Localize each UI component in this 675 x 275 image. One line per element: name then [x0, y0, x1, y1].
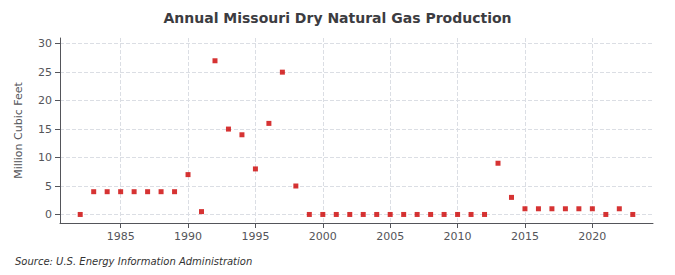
svg-text:25: 25 [38, 66, 52, 79]
svg-text:Annual Missouri Dry Natural Ga: Annual Missouri Dry Natural Gas Producti… [163, 10, 511, 26]
svg-text:0: 0 [45, 208, 52, 221]
svg-text:2015: 2015 [511, 230, 539, 243]
svg-text:10: 10 [38, 151, 52, 164]
svg-text:15: 15 [38, 123, 52, 136]
svg-text:2000: 2000 [309, 230, 337, 243]
svg-text:Source: U.S. Energy Informatio: Source: U.S. Energy Information Administ… [15, 256, 252, 267]
svg-text:20: 20 [38, 94, 52, 107]
svg-text:2010: 2010 [444, 230, 472, 243]
svg-text:2020: 2020 [578, 230, 606, 243]
svg-text:5: 5 [45, 180, 52, 193]
svg-text:2005: 2005 [376, 230, 404, 243]
svg-text:1990: 1990 [174, 230, 202, 243]
svg-text:30: 30 [38, 37, 52, 50]
svg-text:1985: 1985 [107, 230, 135, 243]
svg-text:1995: 1995 [241, 230, 269, 243]
svg-text:Million Cubic Feet: Million Cubic Feet [12, 81, 25, 178]
